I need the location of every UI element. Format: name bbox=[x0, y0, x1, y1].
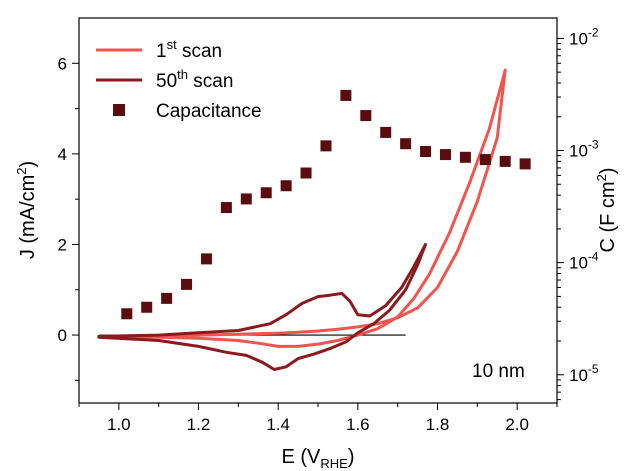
y-left-axis-title-main: J (mA/cm bbox=[17, 175, 39, 259]
capacitance-point-16 bbox=[439, 149, 451, 161]
y-right-tick-exp-0: -5 bbox=[588, 362, 599, 376]
capacitance-point-11 bbox=[340, 89, 352, 101]
legend-label-1: 50th scan bbox=[156, 67, 233, 92]
legend-label-sup-0: st bbox=[167, 37, 178, 52]
series-line-scan-1 bbox=[97, 68, 507, 348]
capacitance-point-15 bbox=[420, 145, 432, 157]
x-tick-label-5: 2.0 bbox=[505, 415, 529, 434]
y-right-tick-exp-3: -2 bbox=[588, 25, 599, 39]
capacitance-point-17 bbox=[459, 151, 471, 163]
capacitance-point-19 bbox=[499, 155, 511, 167]
y-right-tick-base-2: 10 bbox=[569, 142, 588, 161]
legend-label-main-1: 50 bbox=[156, 71, 177, 92]
y-left-tick-label-3: 6 bbox=[58, 54, 67, 73]
x-tick-label-3: 1.6 bbox=[346, 415, 370, 434]
legend-label-sup-1: th bbox=[177, 67, 188, 82]
y-left-axis-title: J (mA/cm2) bbox=[14, 161, 39, 259]
y-right-tick-label-1: 10-4 bbox=[569, 250, 599, 273]
capacitance-point-0 bbox=[121, 308, 133, 320]
x-tick-label-4: 1.8 bbox=[426, 415, 450, 434]
legend-swatch-2 bbox=[113, 104, 125, 116]
annotation-thickness: 10 nm bbox=[472, 361, 525, 382]
y-right-tick-exp-2: -3 bbox=[588, 138, 599, 152]
y-right-tick-base-3: 10 bbox=[569, 29, 588, 48]
series-line-scan-50 bbox=[97, 243, 427, 371]
y-right-tick-label-0: 10-5 bbox=[569, 362, 599, 385]
y-left-axis-title-close: ) bbox=[17, 161, 39, 168]
y-right-axis-title-main: C (F cm bbox=[597, 181, 619, 252]
y-right-tick-label-3: 10-2 bbox=[569, 25, 599, 48]
y-right-axis-title: C (F cm2) bbox=[594, 168, 619, 253]
capacitance-point-4 bbox=[200, 253, 212, 265]
legend-label-tail-1: scan bbox=[188, 71, 233, 92]
capacitance-point-1 bbox=[141, 301, 153, 313]
x-tick-label-0: 1.0 bbox=[107, 415, 131, 434]
y-right-tick-label-2: 10-3 bbox=[569, 138, 599, 161]
legend-label-main-0: 1 bbox=[156, 41, 167, 62]
capacitance-point-18 bbox=[479, 154, 491, 166]
capacitance-point-14 bbox=[400, 138, 412, 150]
legend-label-main-2: Capacitance bbox=[156, 101, 262, 122]
x-axis-title-close: ) bbox=[348, 446, 355, 468]
legend-label-tail-0: scan bbox=[177, 41, 222, 62]
capacitance-point-7 bbox=[260, 187, 272, 199]
capacitance-point-12 bbox=[360, 110, 372, 122]
legend-label-2: Capacitance bbox=[156, 101, 262, 122]
legend-label-0: 1st scan bbox=[156, 37, 222, 62]
x-tick-label-1: 1.2 bbox=[187, 415, 211, 434]
y-left-axis-title-sup: 2 bbox=[14, 168, 29, 175]
y-right-tick-base-1: 10 bbox=[569, 254, 588, 273]
x-axis-title-main: E (V bbox=[281, 446, 321, 468]
series-layer bbox=[97, 68, 531, 371]
y-right-tick-base-0: 10 bbox=[569, 366, 588, 385]
y-right-axis-title-close: ) bbox=[597, 168, 619, 175]
capacitance-point-20 bbox=[519, 158, 531, 170]
y-left-tick-label-1: 2 bbox=[58, 235, 67, 254]
x-tick-label-2: 1.4 bbox=[266, 415, 290, 434]
x-axis-title-sub: RHE bbox=[320, 456, 348, 471]
capacitance-point-10 bbox=[320, 140, 332, 152]
capacitance-point-8 bbox=[280, 180, 292, 192]
y-right-axis-title-sup: 2 bbox=[594, 174, 609, 181]
y-right-tick-exp-1: -4 bbox=[588, 250, 599, 264]
capacitance-point-13 bbox=[380, 126, 392, 138]
capacitance-point-2 bbox=[161, 292, 173, 304]
y-left-tick-label-0: 0 bbox=[58, 326, 67, 345]
capacitance-point-6 bbox=[240, 193, 252, 205]
capacitance-point-9 bbox=[300, 167, 312, 179]
capacitance-point-5 bbox=[220, 202, 232, 214]
x-axis-title: E (VRHE) bbox=[281, 446, 354, 471]
capacitance-point-3 bbox=[181, 278, 193, 290]
y-left-tick-label-2: 4 bbox=[58, 145, 67, 164]
